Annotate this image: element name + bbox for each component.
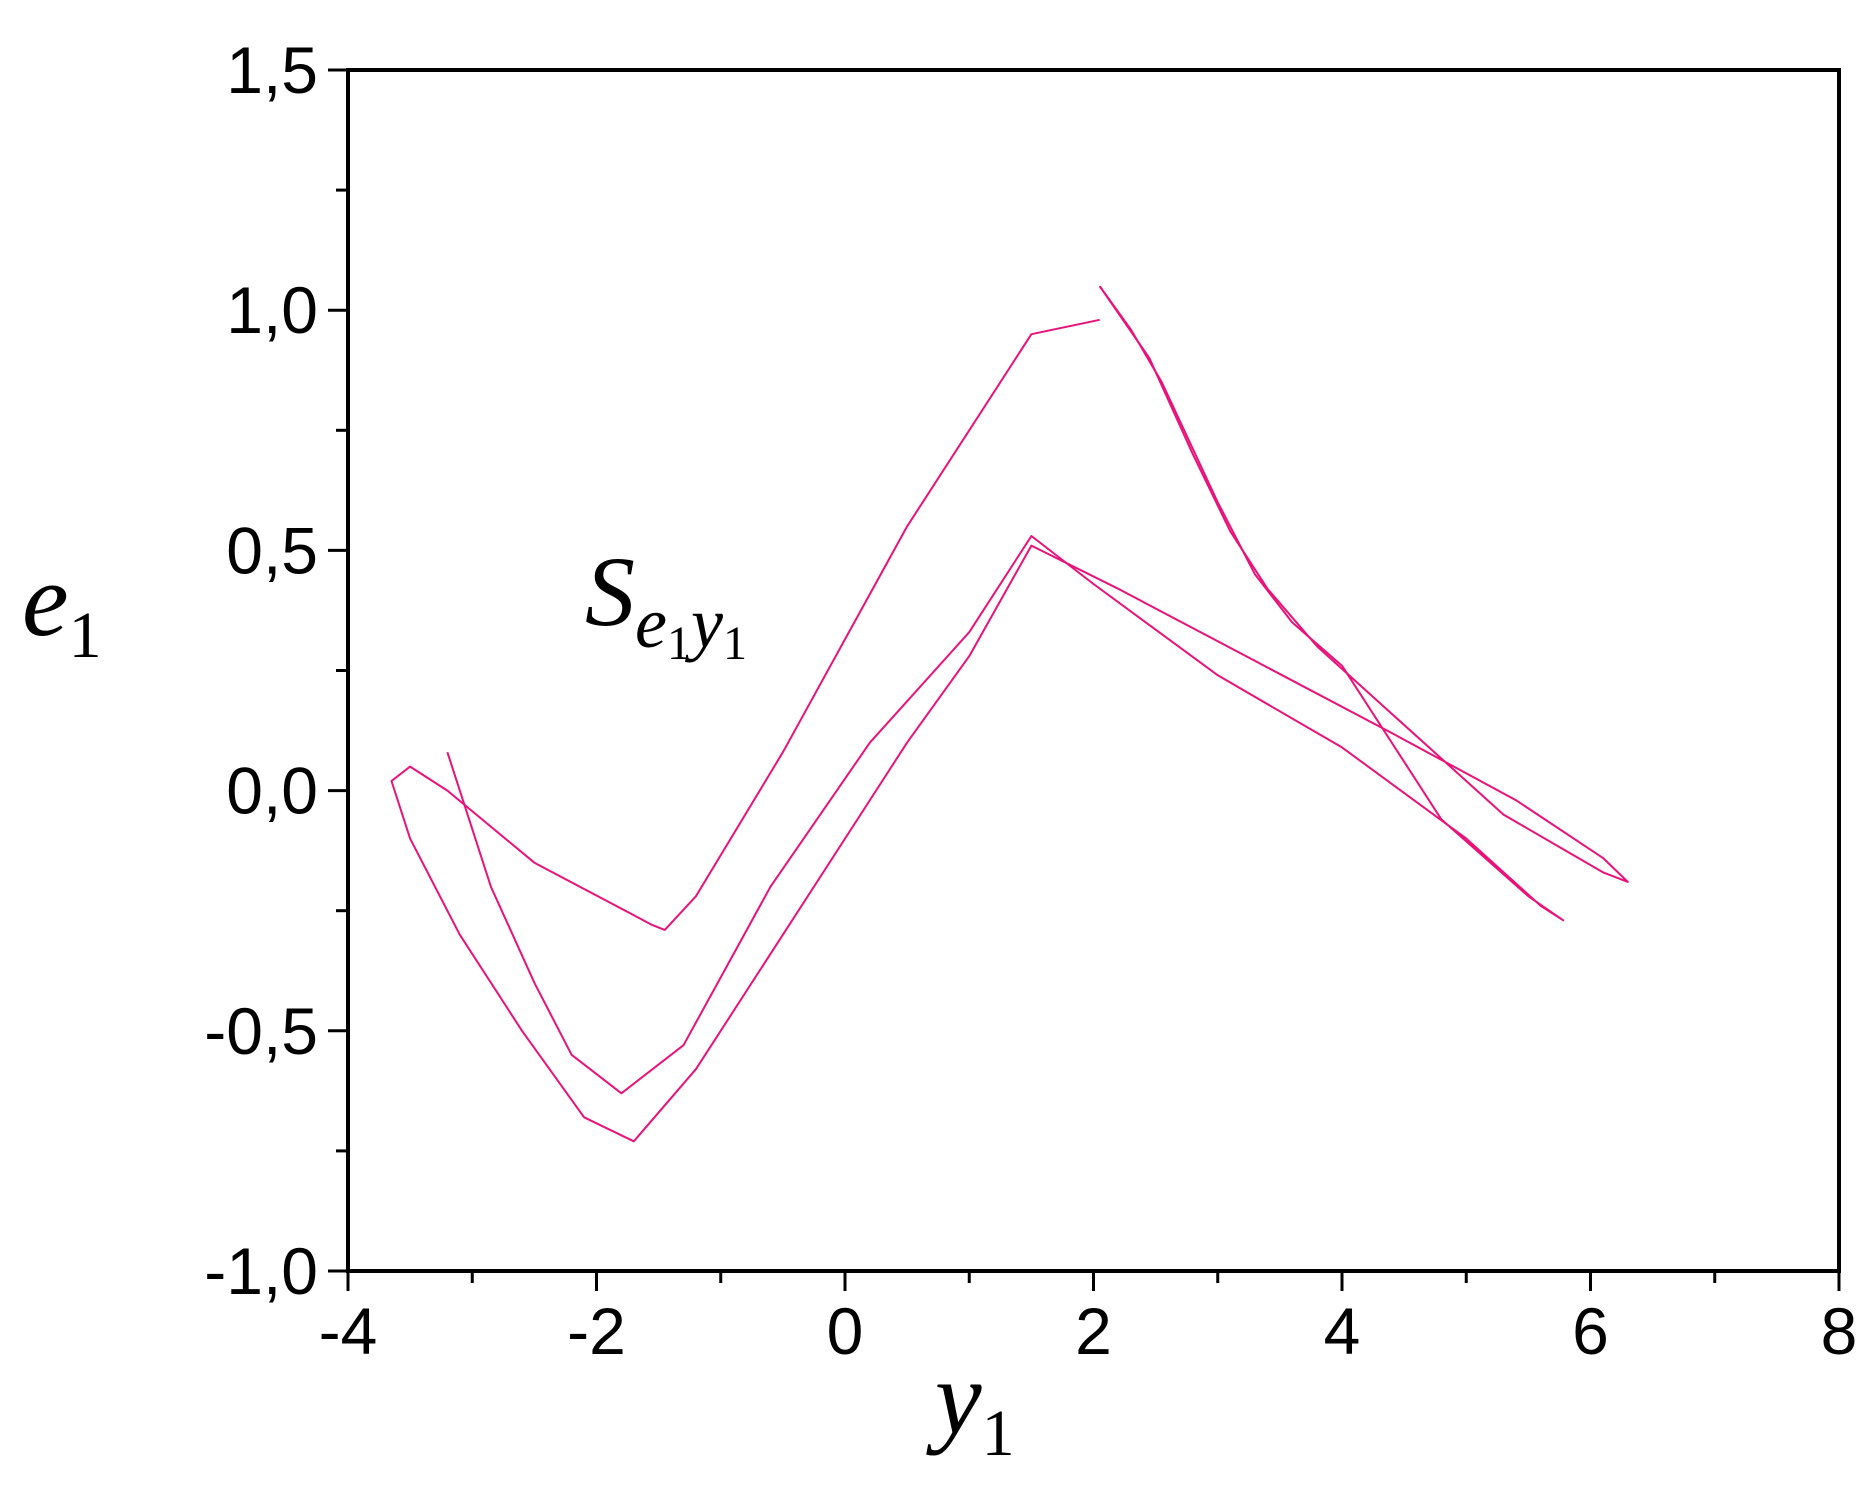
- x-axis-label-base: y: [926, 1339, 982, 1456]
- y-axis-label: e1: [22, 541, 102, 672]
- series-layer: [390, 285, 1629, 1143]
- annotation-sub1: e: [635, 583, 667, 663]
- y-tick-label: 0,0: [226, 754, 318, 828]
- x-axis-label: y1: [926, 1339, 1015, 1470]
- x-tick-label: 4: [1324, 1294, 1361, 1368]
- y-axis-label-base: e: [22, 541, 69, 658]
- y-tick-label: 1,5: [226, 33, 318, 107]
- y-tick-label: -0,5: [204, 994, 318, 1068]
- annotation-sub2: y: [684, 583, 723, 663]
- annotation-sub1-sub: 1: [667, 617, 691, 670]
- x-tick-label: 0: [827, 1294, 864, 1368]
- ticks: [328, 68, 1841, 1291]
- curve-annotation: Se1y1: [585, 536, 747, 670]
- x-tick-label: 2: [1075, 1294, 1112, 1368]
- series-line-2: [390, 285, 1629, 1143]
- y-tick-label: 1,0: [226, 273, 318, 347]
- y-tick-label: 0,5: [226, 513, 318, 587]
- x-axis-label-sub: 1: [982, 1397, 1015, 1470]
- x-tick-label: -2: [567, 1294, 626, 1368]
- y-tick-label: -1,0: [204, 1234, 318, 1308]
- x-tick-label: 6: [1572, 1294, 1609, 1368]
- x-tick-label: 8: [1821, 1294, 1858, 1368]
- plot-frame: [346, 68, 1841, 1273]
- tick-labels: -4 -2 0 2 4 6 8 -1,0 -0,5 0,0 0,5 1,0 1,5: [204, 33, 1857, 1368]
- y-axis-label-sub: 1: [69, 599, 102, 672]
- annotation-sub2-sub: 1: [723, 617, 747, 670]
- series-line-1: [446, 285, 1565, 1095]
- x-tick-label: -4: [319, 1294, 378, 1368]
- annotation-base: S: [585, 536, 635, 647]
